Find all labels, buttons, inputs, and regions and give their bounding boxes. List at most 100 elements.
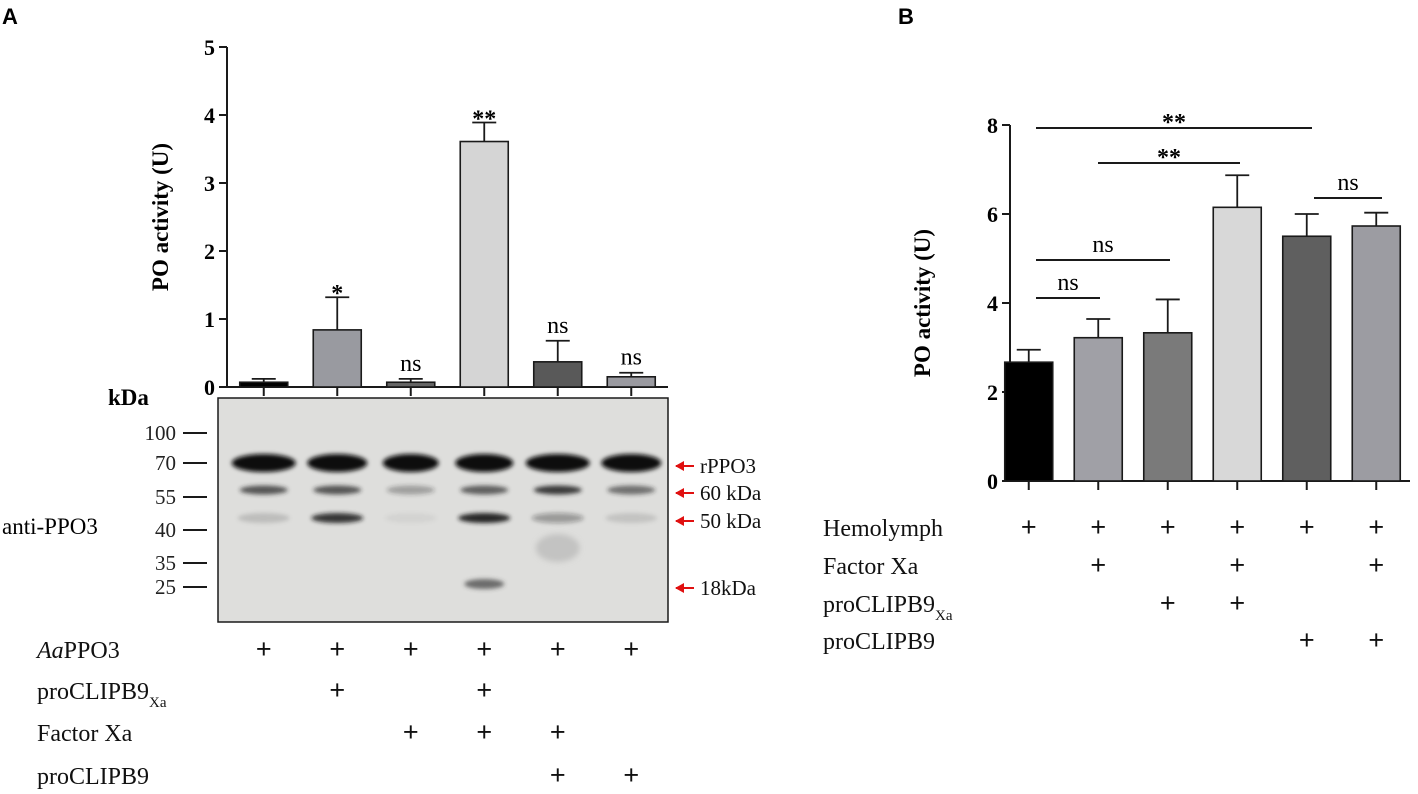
band-rppo3 bbox=[601, 454, 662, 472]
comparison-label: ns bbox=[1092, 232, 1113, 258]
condition-label: proCLIPB9Xa bbox=[37, 679, 167, 711]
y-tick-label: 6 bbox=[987, 202, 998, 227]
condition-label: Factor Xa bbox=[37, 721, 133, 747]
plus-sign: + bbox=[1229, 512, 1245, 542]
panel-a-label: A bbox=[2, 4, 18, 29]
red-arrow-head bbox=[675, 583, 684, 593]
condition-name: PPO3 bbox=[64, 638, 120, 664]
condition-label: proCLIPB9Xa bbox=[823, 592, 953, 624]
condition-label: Hemolymph bbox=[823, 516, 943, 542]
plus-sign: + bbox=[476, 634, 492, 664]
band-60kda bbox=[533, 485, 582, 495]
condition-label: proCLIPB9 bbox=[823, 629, 935, 655]
red-arrow-head bbox=[675, 461, 684, 471]
anti-ppo3-label: anti-PPO3 bbox=[2, 514, 98, 539]
kda-label: kDa bbox=[108, 385, 149, 410]
y-tick-label: 5 bbox=[204, 35, 215, 60]
band-rppo3 bbox=[231, 454, 296, 472]
condition-label: AaPPO3 bbox=[35, 638, 120, 664]
bar bbox=[606, 375, 657, 388]
mw-marker-label: 25 bbox=[155, 575, 176, 599]
plus-sign: + bbox=[403, 634, 419, 664]
band-smear bbox=[535, 534, 580, 562]
band-rppo3 bbox=[307, 454, 368, 472]
bar bbox=[1142, 332, 1193, 482]
band-label: 50 kDa bbox=[700, 509, 762, 533]
bar bbox=[1212, 206, 1263, 482]
plus-sign: + bbox=[1229, 588, 1245, 618]
condition-subscript: Xa bbox=[935, 608, 953, 624]
plus-sign: + bbox=[623, 634, 639, 664]
condition-name: proCLIPB9 bbox=[37, 679, 149, 705]
plus-sign: + bbox=[623, 760, 639, 790]
plus-sign: + bbox=[550, 760, 566, 790]
mw-marker-label: 55 bbox=[155, 485, 176, 509]
condition-name: Factor Xa bbox=[823, 554, 919, 580]
plus-sign: + bbox=[1160, 588, 1176, 618]
bar bbox=[238, 381, 289, 388]
significance-label: ** bbox=[472, 106, 496, 132]
condition-name: proCLIPB9 bbox=[37, 764, 149, 790]
panel-a-bar-chart: 0 1 2 3 4 5 PO activity (U) * ns ** ns ns bbox=[148, 35, 668, 400]
band-50kda bbox=[237, 513, 290, 523]
comparison-label: ns bbox=[1337, 170, 1358, 196]
plus-sign: + bbox=[550, 717, 566, 747]
red-arrow-head bbox=[675, 488, 684, 498]
y-tick-label: 2 bbox=[987, 380, 998, 405]
band-50kda bbox=[311, 513, 364, 523]
condition-name: Factor Xa bbox=[37, 721, 133, 747]
plus-sign: + bbox=[1299, 625, 1315, 655]
band-50kda bbox=[531, 513, 584, 523]
plus-sign: + bbox=[1229, 550, 1245, 580]
plus-sign: + bbox=[1368, 550, 1384, 580]
bar bbox=[1281, 235, 1332, 482]
y-tick-label: 8 bbox=[987, 113, 998, 138]
bar bbox=[1003, 361, 1054, 482]
y-axis-title: PO activity (U) bbox=[910, 229, 935, 377]
band-rppo3 bbox=[525, 454, 590, 472]
plus-sign: + bbox=[1090, 512, 1106, 542]
band-60kda bbox=[313, 485, 362, 495]
condition-name: Hemolymph bbox=[823, 516, 943, 542]
band-rppo3 bbox=[382, 454, 439, 472]
condition-subscript: Xa bbox=[149, 695, 167, 711]
band-50kda bbox=[605, 513, 658, 523]
y-tick-label: 3 bbox=[204, 171, 215, 196]
plus-sign: + bbox=[476, 675, 492, 705]
plus-sign: + bbox=[1160, 512, 1176, 542]
red-arrow-head bbox=[675, 516, 684, 526]
plus-sign: + bbox=[1299, 512, 1315, 542]
condition-label: proCLIPB9 bbox=[37, 764, 149, 790]
mw-marker-label: 35 bbox=[155, 551, 176, 575]
band-label: 60 kDa bbox=[700, 481, 762, 505]
y-tick-label: 0 bbox=[987, 469, 998, 494]
band-label: rPPO3 bbox=[700, 454, 756, 478]
band-60kda bbox=[386, 485, 435, 495]
plus-sign: + bbox=[476, 717, 492, 747]
bar bbox=[1351, 225, 1402, 482]
bar bbox=[532, 361, 583, 388]
plus-sign: + bbox=[256, 634, 272, 664]
condition-label: Factor Xa bbox=[823, 554, 919, 580]
band-60kda bbox=[607, 485, 656, 495]
significance-label: ns bbox=[400, 351, 421, 377]
plus-sign: + bbox=[329, 634, 345, 664]
mw-marker-label: 70 bbox=[155, 451, 176, 475]
y-tick-label: 2 bbox=[204, 239, 215, 264]
condition-name: proCLIPB9 bbox=[823, 629, 935, 655]
band-60kda bbox=[460, 485, 509, 495]
bar bbox=[385, 381, 436, 388]
y-tick-label: 4 bbox=[987, 291, 998, 316]
y-tick-label: 4 bbox=[204, 103, 215, 128]
bar bbox=[459, 140, 510, 388]
y-tick-label: 0 bbox=[204, 375, 215, 400]
bar bbox=[1073, 336, 1124, 482]
y-axis-title: PO activity (U) bbox=[148, 143, 173, 291]
plus-sign: + bbox=[329, 675, 345, 705]
blot-bands bbox=[231, 454, 662, 589]
significance-label: ns bbox=[547, 313, 568, 339]
panel-b-conditions: Hemolymph + + + + + + Factor Xa + + + proCLIPB9Xa + +… bbox=[823, 512, 1384, 655]
